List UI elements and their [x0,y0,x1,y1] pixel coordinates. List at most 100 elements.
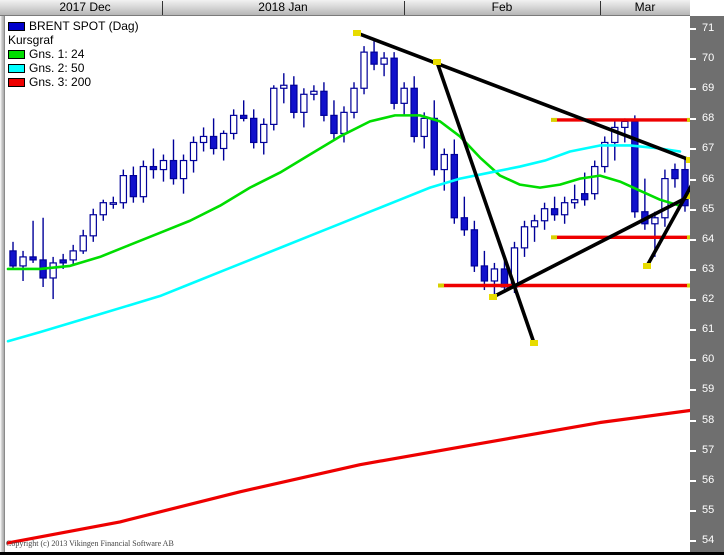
time-axis[interactable]: 2017 Dec 2018 Jan Feb Mar [0,0,724,16]
candle-body-up [380,57,388,65]
instrument-label: BRENT SPOT (Dag) [29,19,139,33]
axis-label-mar: Mar [634,0,656,14]
legend-subtitle: Kursgraf [8,33,54,47]
candle-body-up [19,256,27,267]
candle-body-down [29,256,37,261]
candle-body-up [621,120,629,129]
ma-line-124 [6,114,682,271]
price-tick-64 [690,238,696,241]
candle-body-down [450,153,459,219]
price-tick-54 [690,539,696,542]
candle-body-up [229,114,238,135]
ma-line-3200 [6,408,690,545]
price-label-54: 54 [702,533,715,546]
uptrend-lower[interactable] [492,194,690,299]
ma1-label: Gns. 1: 24 [29,47,85,61]
chart-legend: BRENT SPOT (Dag) Kursgraf Gns. 1: 24 Gns… [8,19,139,89]
candle-body-up [540,208,549,222]
legend-row-instrument: BRENT SPOT (Dag) [8,19,139,33]
candle-body-up [179,159,188,180]
anchor-handle[interactable] [530,340,538,346]
price-label-67: 67 [702,142,715,155]
left-gutter [0,16,5,555]
candle-body-up [530,220,539,228]
candle-body-down [370,51,378,65]
candle-body-down [129,175,138,198]
candle-body-down [239,114,248,119]
candle-body-down [169,159,178,180]
axis-label-feb: Feb [491,0,513,14]
candle-body-up [219,132,228,150]
candle-body-down [631,120,639,213]
price-tick-68 [690,118,696,121]
price-tick-59 [690,389,696,392]
candle-body-up [119,175,128,204]
price-label-56: 56 [702,473,715,486]
candle-body-up [159,159,168,171]
candle-body-up [601,141,609,168]
anchor-handle[interactable] [438,283,444,288]
legend-row-ma3: Gns. 3: 200 [8,75,139,89]
downtrend-steep[interactable] [435,61,536,344]
ma3-label: Gns. 3: 200 [29,75,92,89]
candle-body-down [330,114,338,135]
anchor-handle[interactable] [551,117,557,122]
window-bottom-border [0,552,724,555]
anchor-handle[interactable] [489,294,497,300]
candle-body-up [591,165,599,195]
candle-body-down [430,117,438,171]
axis-label-2018-jan: 2018 Jan [258,0,308,14]
candle-body-down [320,90,328,116]
anchor-handle[interactable] [687,117,690,122]
anchor-handle[interactable] [687,283,690,288]
price-tick-69 [690,88,696,91]
price-tick-58 [690,419,696,422]
candle-body-up [400,87,408,104]
price-label-55: 55 [702,503,715,516]
ma-line-250 [6,144,682,343]
ma1-color-swatch [8,49,25,59]
anchor-handle[interactable] [686,193,690,199]
candle-body-up [280,84,288,89]
candle-body-up [440,153,448,171]
anchor-handle[interactable] [643,263,651,269]
candle-body-down [9,250,17,267]
anchor-handle[interactable] [551,235,557,240]
candle-body-down [410,87,418,138]
price-label-70: 70 [702,52,715,65]
candle-body-up [300,93,308,113]
candle-body-up [570,199,579,204]
price-label-57: 57 [702,443,715,456]
price-axis[interactable]: 71 70 69 68 67 66 65 64 63 62 61 60 59 58 57 56 55 54 [690,16,724,552]
price-tick-61 [690,329,696,332]
price-label-68: 68 [702,112,715,125]
price-tick-66 [690,178,696,181]
candle-body-up [109,202,118,205]
anchor-handle[interactable] [687,235,690,240]
price-label-61: 61 [702,323,715,336]
downtrend-upper[interactable] [356,31,690,162]
candle-body-up [420,117,428,138]
candle-body-up [490,268,499,282]
candle-body-up [310,90,318,95]
axis-tick-1 [404,1,405,15]
price-label-69: 69 [702,82,715,95]
anchor-handle[interactable] [433,59,441,65]
instrument-color-swatch [8,21,25,31]
anchor-handle[interactable] [686,157,690,163]
price-tick-70 [690,58,696,61]
candle-body-up [520,226,529,249]
price-plot-area[interactable] [5,16,690,552]
candle-body-up [189,141,198,162]
copyright-notice: Copyright (c) 2013 Vikingen Financial So… [6,539,174,548]
price-label-71: 71 [702,22,715,35]
price-label-60: 60 [702,353,715,366]
anchor-handle[interactable] [353,30,361,36]
ma2-label: Gns. 2: 50 [29,61,85,75]
candle-body-up [260,123,268,144]
uptrend-steep[interactable] [645,170,690,267]
candle-body-up [661,178,669,219]
price-label-65: 65 [702,202,715,215]
price-label-64: 64 [702,232,715,245]
